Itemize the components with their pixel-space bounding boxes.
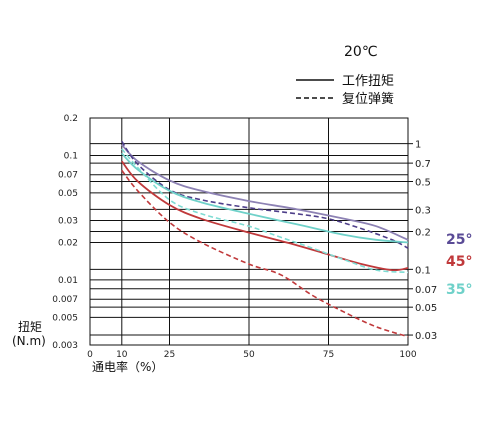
x-tick-label: 25 (164, 350, 175, 360)
left-y-tick-label: 0.03 (58, 217, 78, 227)
left-y-tick-label: 0.007 (52, 295, 78, 305)
right-y-tick-label: 0.03 (415, 331, 437, 342)
angle-label-45: 45° (446, 254, 472, 270)
right-y-tick-label: 0.1 (415, 265, 431, 276)
series-group (121, 140, 409, 338)
left-y-tick-label: 0.2 (64, 114, 78, 124)
series-line-45-dashed (121, 169, 409, 338)
right-y-tick-label: 0.05 (415, 303, 437, 314)
right-y-tick-label: 0.5 (415, 177, 431, 188)
x-axis-ticks: 0 10 25 50 75 100 (87, 350, 417, 360)
right-y-tick-label: 0.07 (415, 285, 437, 296)
series-line-35-solid (121, 152, 409, 244)
left-y-axis-ticks: 0.2 0.1 0.07 0.05 0.03 0.02 0.01 0.007 0.005 0.00… (52, 114, 78, 351)
x-tick-label: 50 (243, 350, 255, 360)
left-y-tick-label: 0.02 (58, 238, 78, 248)
left-y-tick-label: 0.1 (64, 151, 78, 161)
left-y-tick-label: 0.07 (58, 171, 78, 181)
series-line-35-dashed (121, 148, 409, 274)
angle-label-25: 25° (446, 232, 472, 248)
series-line-25-dashed (121, 140, 409, 249)
legend-solid-label: 工作扭矩 (342, 74, 394, 89)
chart-title: 20℃ (344, 44, 378, 60)
legend-dashed-label: 复位弹簧 (342, 91, 394, 107)
y-axis-label-line2: (N.m) (12, 334, 46, 348)
series-line-25-solid (121, 144, 409, 241)
left-y-tick-label: 0.003 (52, 341, 78, 351)
angle-label-35: 35° (446, 282, 472, 298)
x-tick-label: 10 (116, 350, 128, 360)
left-y-tick-label: 0.005 (52, 313, 78, 323)
chart-grid (90, 118, 408, 345)
x-tick-label: 100 (399, 350, 416, 360)
right-y-tick-label: 1 (415, 140, 421, 151)
left-y-tick-label: 0.01 (58, 276, 78, 286)
left-y-tick-label: 0.05 (58, 189, 78, 199)
x-tick-label: 75 (323, 350, 334, 360)
right-y-tick-label: 0.3 (415, 205, 431, 216)
y-axis-label-line1: 扭矩 (18, 320, 42, 334)
x-tick-label: 0 (87, 350, 93, 360)
series-line-45-solid (121, 160, 409, 272)
right-y-axis-ticks: 1 0.7 0.5 0.3 0.2 0.1 0.07 0.05 0.03 (408, 140, 437, 342)
right-y-tick-label: 0.2 (415, 228, 431, 239)
right-y-tick-label: 0.7 (415, 159, 431, 170)
x-axis-label: 通电率（%） (92, 359, 163, 374)
